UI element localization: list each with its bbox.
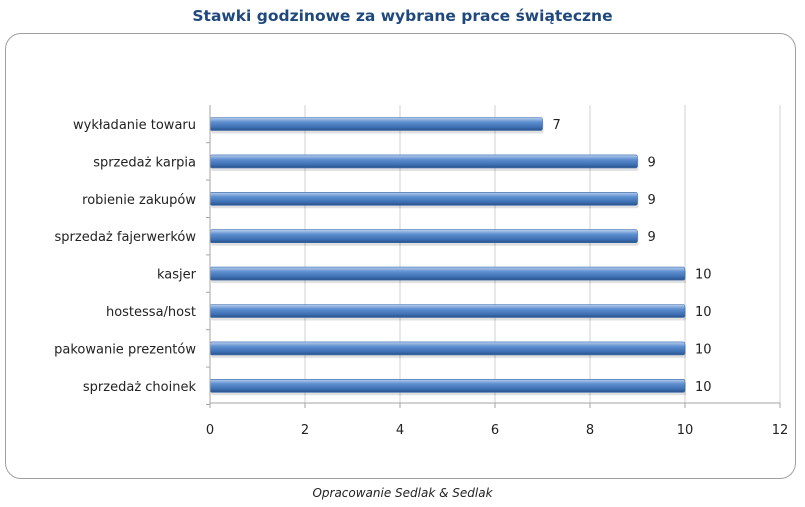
data-label: 10	[695, 305, 712, 320]
bar-0	[209, 117, 543, 131]
bar-2	[209, 192, 638, 206]
bar-6	[209, 341, 686, 356]
data-label: 10	[695, 342, 712, 357]
category-label: sprzedaż choinek	[83, 380, 197, 395]
category-label: pakowanie prezentów	[54, 342, 196, 357]
bar-3	[209, 229, 638, 243]
bar-4	[209, 266, 686, 281]
x-tick-label: 8	[586, 423, 594, 438]
category-label: sprzedaż karpia	[93, 155, 196, 170]
chart-title: Stawki godzinowe za wybrane prace świąte…	[192, 7, 613, 25]
category-label: kasjer	[157, 268, 197, 283]
bar-1	[209, 154, 638, 169]
bar-7	[209, 378, 686, 393]
data-label: 9	[648, 193, 656, 208]
source-note: Opracowanie Sedlak & Sedlak	[312, 486, 493, 500]
category-label: wykładanie towaru	[73, 118, 196, 133]
bar-5	[209, 304, 686, 318]
chart-axis: 0 2 4 6 8 10 12	[206, 105, 788, 438]
x-tick-label: 0	[206, 423, 214, 438]
data-label: 9	[648, 230, 656, 245]
x-tick-label: 2	[301, 423, 309, 438]
chart-bars	[209, 117, 686, 396]
data-label: 7	[553, 118, 561, 133]
category-label: hostessa/host	[106, 305, 196, 320]
x-tick-label: 4	[396, 423, 404, 438]
data-label: 10	[695, 268, 712, 283]
category-label: sprzedaż fajerwerków	[55, 230, 197, 245]
x-tick-label: 10	[677, 423, 694, 438]
chart-labels: wykładanie towaru 7 sprzedaż karpia 9 robien…	[54, 118, 711, 395]
x-tick-label: 12	[772, 423, 789, 438]
category-label: robienie zakupów	[82, 193, 196, 208]
chart-gridlines	[304, 105, 781, 403]
data-label: 9	[648, 155, 656, 170]
data-label: 10	[695, 380, 712, 395]
x-tick-label: 6	[491, 423, 499, 438]
